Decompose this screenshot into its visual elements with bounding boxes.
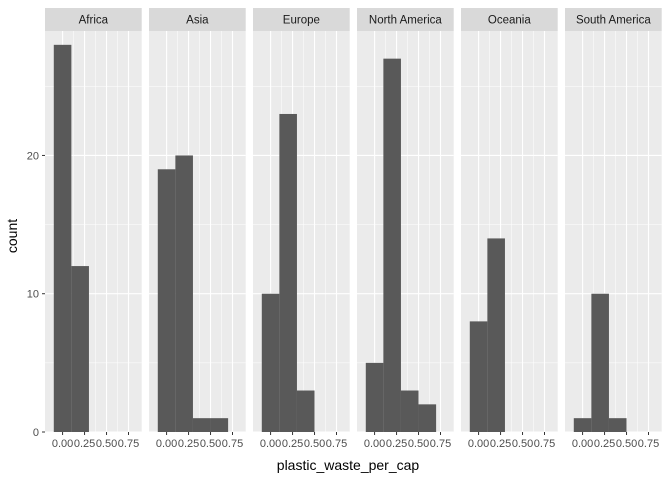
x-tick-label: 0.50	[616, 438, 637, 450]
x-tick-label: 0.25	[178, 438, 199, 450]
x-tick-label: 0.25	[74, 438, 95, 450]
x-tick-label: 0.50	[200, 438, 221, 450]
facet-strip	[565, 8, 662, 31]
facet-panel-asia: Asia 0.00 0.25 0.50 0.75	[149, 8, 246, 450]
histogram-bar	[591, 293, 609, 432]
x-tick-label: 0.75	[118, 438, 139, 450]
x-tick-label: 0.50	[408, 438, 429, 450]
histogram-bar	[296, 390, 315, 432]
x-tick-label: 0.25	[282, 438, 303, 450]
x-tick-label: 0.00	[572, 438, 593, 450]
facet-panel-north-america: North America 0.00 0.25 0.50 0.75	[357, 8, 454, 450]
facet-strip-label: Europe	[283, 15, 320, 27]
y-axis-title: count	[4, 219, 20, 253]
facet-panel-south-america: South America 0.00 0.25 0.50 0.75	[565, 8, 662, 450]
x-tick-label: 0.75	[222, 438, 243, 450]
facet-panel-africa: Africa 0.00 0.25 0.50 0.75	[45, 8, 142, 450]
x-tick-label: 0.00	[468, 438, 489, 450]
histogram-bar	[279, 113, 297, 432]
x-tick-label: 0.75	[638, 438, 659, 450]
x-tick-label: 0.25	[386, 438, 407, 450]
x-tick-label: 0.75	[430, 438, 451, 450]
x-axis-title: plastic_waste_per_cap	[277, 457, 420, 473]
histogram-bar	[175, 155, 193, 432]
x-tick-label: 0.00	[364, 438, 385, 450]
histogram-bar	[261, 293, 280, 432]
histogram-bar	[573, 418, 592, 432]
histogram-bar	[210, 418, 229, 432]
x-tick-label: 0.50	[96, 438, 117, 450]
facet-panel-europe: Europe 0.00 0.25 0.50 0.75	[253, 8, 350, 450]
x-tick-label: 0.25	[594, 438, 615, 450]
facet-strip	[253, 8, 350, 31]
facet-strip-label: Africa	[79, 15, 109, 27]
y-tick-label: 0	[33, 427, 39, 439]
histogram-bar	[53, 44, 72, 433]
x-tick-label: 0.00	[156, 438, 177, 450]
histogram-bar	[487, 238, 505, 432]
facet-strip	[45, 8, 142, 31]
histogram-bar	[608, 418, 627, 432]
histogram-bar	[192, 418, 211, 432]
histogram-bar	[383, 58, 401, 432]
facet-strip-label: Asia	[186, 15, 209, 27]
facet-strip-label: South America	[576, 15, 651, 27]
facet-strip	[149, 8, 246, 31]
facet-strip	[461, 8, 558, 31]
histogram-bar	[418, 404, 437, 432]
x-tick-label: 0.00	[52, 438, 73, 450]
histogram-bar	[400, 390, 419, 432]
facet-strip	[357, 8, 454, 31]
x-tick-label: 0.25	[490, 438, 511, 450]
y-axis: 0 10 20	[27, 150, 45, 439]
x-tick-label: 0.00	[260, 438, 281, 450]
x-tick-label: 0.50	[512, 438, 533, 450]
y-tick-label: 10	[27, 289, 39, 301]
histogram-bar	[71, 266, 89, 432]
x-tick-label: 0.50	[304, 438, 325, 450]
facet-strip-label: North America	[369, 15, 442, 27]
x-tick-label: 0.75	[534, 438, 555, 450]
facet-panel-oceania: Oceania 0.00 0.25 0.50 0.75	[461, 8, 558, 450]
panel-background	[565, 31, 662, 432]
facet-strip-label: Oceania	[488, 15, 531, 27]
y-tick-label: 20	[27, 150, 39, 162]
x-tick-label: 0.75	[326, 438, 347, 450]
histogram-bar	[365, 362, 384, 432]
histogram-bar	[469, 321, 488, 432]
histogram-bar	[157, 169, 176, 432]
